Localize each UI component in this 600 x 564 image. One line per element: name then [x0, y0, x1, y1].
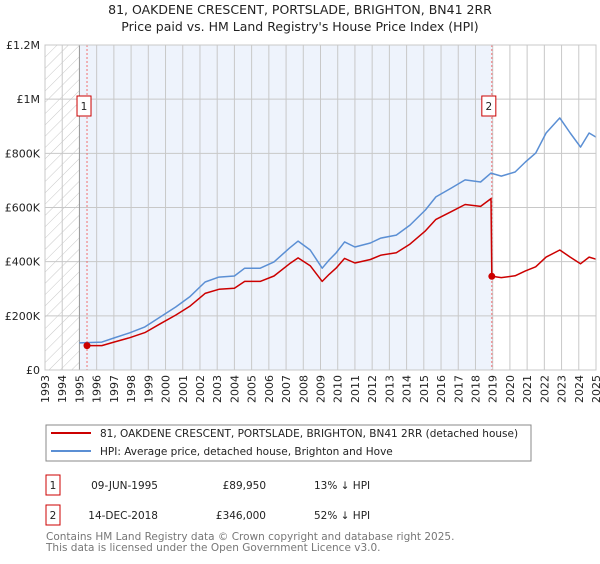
- x-tick-label: 2022: [538, 375, 551, 403]
- x-tick-label: 2021: [521, 375, 534, 403]
- x-tick-label: 2001: [177, 375, 190, 403]
- footer-line-2: This data is licensed under the Open Gov…: [45, 542, 381, 554]
- x-tick-label: 2025: [590, 375, 600, 403]
- sale-date: 09-JUN-1995: [91, 480, 158, 492]
- x-tick-label: 2004: [228, 375, 241, 403]
- x-tick-label: 2012: [366, 375, 379, 403]
- x-tick-label: 2003: [211, 375, 224, 403]
- sale-row-1: 1 09-JUN-1995 £89,950 13% ↓ HPI: [45, 474, 370, 496]
- sale-row-2: 2 14-DEC-2018 £346,000 52% ↓ HPI: [45, 504, 370, 526]
- sale-number: 1: [50, 480, 57, 492]
- x-tick-label: 1996: [91, 375, 104, 403]
- x-tick-label: 2023: [556, 375, 569, 403]
- chart-title: 81, OAKDENE CRESCENT, PORTSLADE, BRIGHTO…: [108, 2, 492, 17]
- x-tick-label: 2000: [160, 375, 173, 403]
- legend-label-hpi: HPI: Average price, detached house, Brig…: [100, 446, 393, 458]
- x-tick-label: 2016: [435, 375, 448, 403]
- plot-border: [44, 44, 597, 371]
- sale-marker-box: [45, 474, 61, 496]
- y-tick-label: £600K: [5, 202, 41, 215]
- x-tick-label: 2008: [297, 375, 310, 403]
- property-price-line: [87, 197, 597, 347]
- legend-box: [45, 424, 532, 462]
- sale-date: 14-DEC-2018: [88, 510, 158, 522]
- y-tick-label: £1.2M: [6, 39, 40, 52]
- x-tick-label: 2018: [469, 375, 482, 403]
- x-tick-label: 1999: [142, 375, 155, 403]
- sale-marker-box: [45, 504, 61, 526]
- x-tick-label: 2011: [349, 375, 362, 403]
- x-tick-label: 2007: [280, 375, 293, 403]
- x-tick-label: 2019: [487, 375, 500, 403]
- x-tick-label: 2002: [194, 375, 207, 403]
- sale-number: 2: [50, 510, 57, 522]
- x-tick-label: 2017: [452, 375, 465, 403]
- sale-point: [488, 272, 496, 280]
- x-tick-label: 2014: [401, 375, 414, 403]
- hpi-line: [79, 117, 597, 344]
- plot-area: 1993 1994 1995 1996 1997 1998 1999 2000 2001 2002…: [5, 39, 600, 403]
- x-tick-label: 2020: [504, 375, 517, 403]
- y-tick-label: £200K: [5, 310, 41, 323]
- sale-marker-label: 1: [81, 101, 88, 113]
- legend-label-property: 81, OAKDENE CRESCENT, PORTSLADE, BRIGHTO…: [100, 428, 518, 440]
- footer-line-1: Contains HM Land Registry data © Crown c…: [46, 531, 454, 543]
- x-tick-label: 2009: [315, 375, 328, 403]
- x-tick-label: 2005: [246, 375, 259, 403]
- x-tick-label: 2015: [418, 375, 431, 403]
- x-tick-label: 1994: [56, 375, 69, 403]
- y-tick-label: £1M: [17, 93, 41, 106]
- sales-table: 1 09-JUN-1995 £89,950 13% ↓ HPI 2 14-DEC…: [45, 474, 370, 526]
- x-tick-label: 2024: [573, 375, 586, 403]
- x-tick-label: 1997: [108, 375, 121, 403]
- y-tick-label: £400K: [5, 256, 41, 269]
- x-tick-label: 2013: [383, 375, 396, 403]
- sale-hpi-diff: 13% ↓ HPI: [314, 480, 370, 492]
- y-tick-label: £0: [26, 364, 40, 377]
- sale-point: [83, 342, 91, 350]
- sale-marker-label: 2: [485, 101, 492, 113]
- legend: 81, OAKDENE CRESCENT, PORTSLADE, BRIGHTO…: [45, 424, 532, 462]
- x-tick-label: 1995: [73, 375, 86, 403]
- sale-price: £346,000: [216, 510, 266, 522]
- x-tick-label: 1998: [125, 375, 138, 403]
- x-tick-label: 1993: [39, 375, 52, 403]
- sale-marker-box: [481, 95, 497, 117]
- y-tick-label: £800K: [5, 147, 41, 160]
- x-tick-label: 2006: [263, 375, 276, 403]
- sale-marker-box: [76, 95, 92, 117]
- chart-subtitle: Price paid vs. HM Land Registry's House …: [121, 19, 478, 34]
- sale-price: £89,950: [223, 480, 266, 492]
- x-tick-label: 2010: [332, 375, 345, 403]
- sale-hpi-diff: 52% ↓ HPI: [314, 510, 370, 522]
